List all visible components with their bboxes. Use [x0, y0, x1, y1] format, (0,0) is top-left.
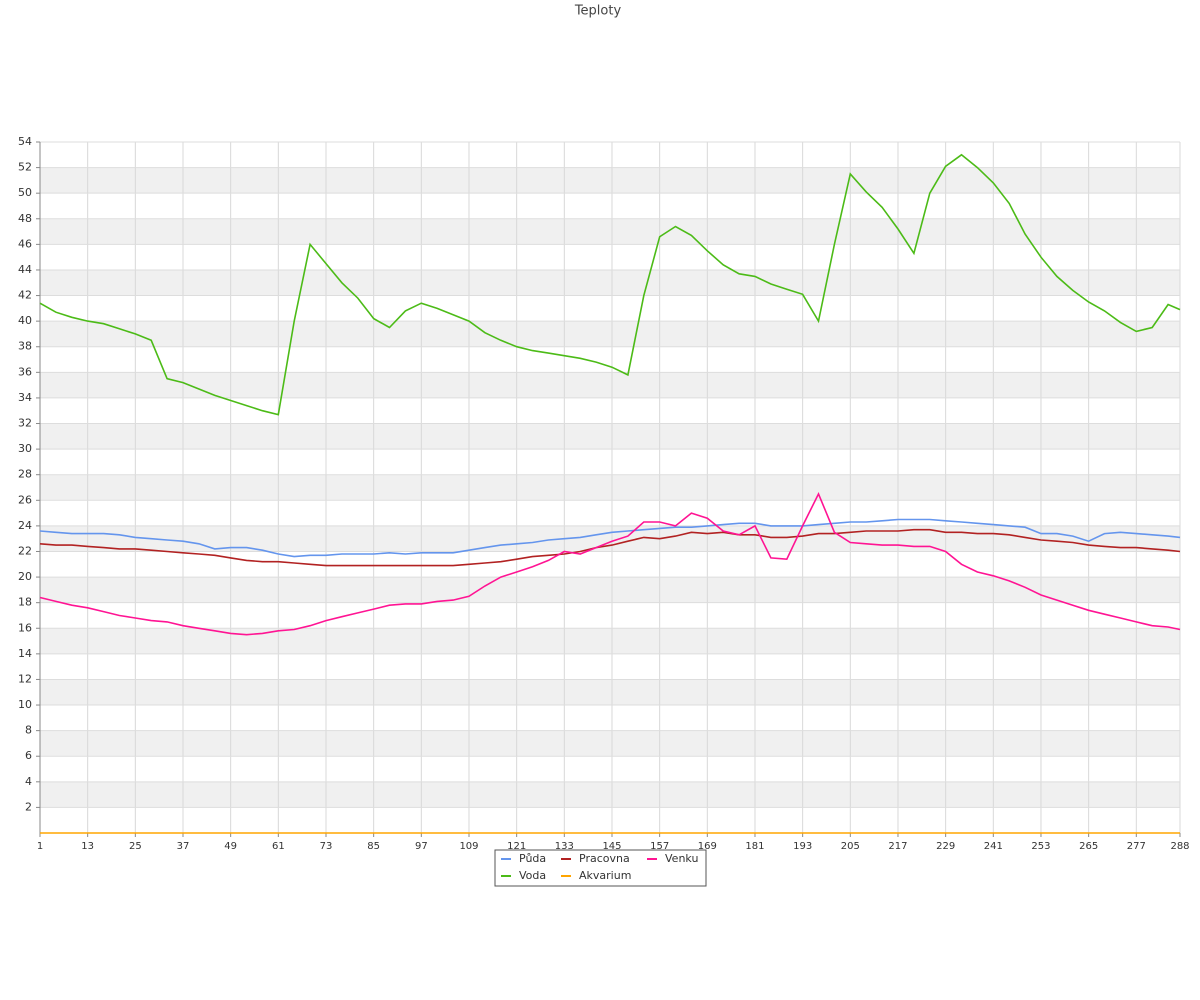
y-tick-label: 28 [18, 468, 32, 481]
x-tick-label: 193 [793, 841, 812, 852]
y-tick-label: 24 [18, 519, 32, 532]
x-tick-label: 277 [1127, 841, 1146, 852]
x-tick-label: 133 [555, 841, 574, 852]
grid-band [40, 628, 1180, 654]
y-tick-label: 22 [18, 544, 32, 557]
y-tick-label: 44 [18, 263, 32, 276]
y-tick-label: 48 [18, 212, 32, 225]
legend-label: Voda [519, 869, 546, 882]
grid-band [40, 167, 1180, 194]
grid-band [40, 321, 1180, 347]
x-tick-label: 265 [1079, 841, 1098, 852]
x-tick-label: 181 [745, 841, 764, 852]
series-line [39, 153, 1181, 416]
grid-band [40, 474, 1180, 501]
series-line [39, 518, 1181, 558]
y-tick-label: 16 [18, 621, 32, 634]
legend-label: Pracovna [579, 852, 630, 865]
series-line [39, 491, 1181, 636]
y-tick-label: 38 [18, 340, 32, 353]
y-tick-label: 4 [25, 775, 32, 788]
x-tick-label: 73 [320, 841, 333, 852]
legend: Půda Pracovna Venku Voda Akvarium [494, 849, 707, 887]
legend-label: Půda [519, 852, 546, 865]
x-tick-label: 121 [507, 841, 526, 852]
y-tick-label: 40 [18, 314, 32, 327]
y-tick-label: 50 [18, 186, 32, 199]
x-tick-label: 145 [602, 841, 621, 852]
series-line [39, 528, 1181, 567]
x-tick-label: 61 [272, 841, 285, 852]
y-tick-label: 34 [18, 391, 32, 404]
y-tick-label: 26 [18, 493, 32, 506]
grid-band [40, 372, 1180, 398]
y-tick-label: 46 [18, 237, 32, 250]
y-tick-label: 12 [18, 672, 32, 685]
y-tick-label: 6 [25, 749, 32, 762]
x-tick-label: 37 [177, 841, 190, 852]
legend-label: Venku [665, 852, 698, 865]
legend-label: Akvarium [579, 869, 631, 882]
y-tick-label: 2 [25, 800, 32, 813]
y-tick-label: 8 [25, 724, 32, 737]
grid-band [40, 679, 1180, 706]
grid-band [40, 730, 1180, 757]
x-tick-label: 253 [1031, 841, 1050, 852]
y-tick-label: 42 [18, 289, 32, 302]
x-tick-label: 49 [224, 841, 237, 852]
grid-band [40, 577, 1180, 603]
y-tick-label: 54 [18, 135, 32, 148]
x-tick-label: 1 [37, 841, 43, 852]
x-tick-label: 288 [1170, 841, 1189, 852]
grid-band [40, 269, 1180, 296]
x-tick-label: 217 [888, 841, 907, 852]
y-tick-label: 10 [18, 698, 32, 711]
legend-box [494, 849, 707, 887]
x-tick-label: 157 [650, 841, 669, 852]
grid-band [40, 781, 1180, 808]
y-tick-label: 30 [18, 442, 32, 455]
y-tick-label: 32 [18, 417, 32, 430]
grid-band [40, 218, 1180, 245]
x-tick-label: 241 [984, 841, 1003, 852]
y-tick-label: 52 [18, 161, 32, 174]
x-tick-label: 229 [936, 841, 955, 852]
x-tick-label: 85 [367, 841, 380, 852]
chart-title: Teploty [574, 4, 622, 19]
x-tick-label: 205 [841, 841, 860, 852]
y-tick-label: 36 [18, 365, 32, 378]
y-tick-label: 20 [18, 570, 32, 583]
grid-band [40, 423, 1180, 450]
y-tick-label: 18 [18, 596, 32, 609]
x-tick-label: 13 [81, 841, 94, 852]
x-tick-label: 25 [129, 841, 142, 852]
x-tick-label: 169 [698, 841, 717, 852]
x-tick-label: 97 [415, 841, 428, 852]
y-tick-label: 14 [18, 647, 32, 660]
x-tick-label: 109 [459, 841, 478, 852]
